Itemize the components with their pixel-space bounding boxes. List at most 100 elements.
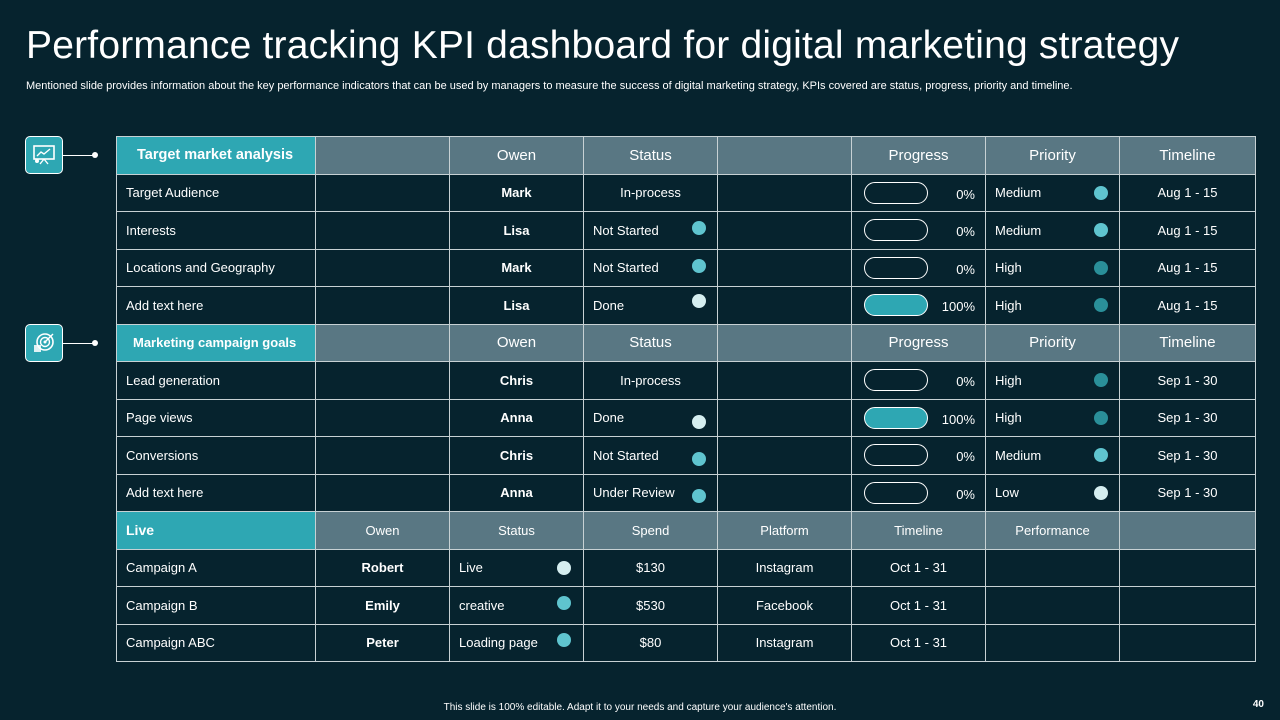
table-row: Lead generation Chris In-process 0% High… <box>116 361 1256 400</box>
table-row: Conversions Chris Not Started 0% Medium … <box>116 436 1256 475</box>
platform-text: Instagram <box>717 548 852 587</box>
status-cell: Not Started <box>583 211 718 250</box>
empty-cell <box>717 436 852 475</box>
section-title: Target market analysis <box>116 136 316 175</box>
owner-name: Anna <box>449 398 584 437</box>
timeline-text: Sep 1 - 30 <box>1119 436 1256 475</box>
task-name: Locations and Geography <box>116 248 316 287</box>
empty-cell <box>1119 623 1256 662</box>
connector-dot <box>92 340 98 346</box>
task-name: Target Audience <box>116 173 316 212</box>
platform-text: Facebook <box>717 586 852 625</box>
priority-cell: High <box>985 361 1120 400</box>
status-indicator-icon <box>692 258 706 273</box>
section-header-live: Live Owen Status Spend Platform Timeline… <box>116 511 1256 550</box>
table-row: Add text here Anna Under Review 0% Low S… <box>116 473 1256 512</box>
owner-name: Peter <box>315 623 450 662</box>
progress-percent: 0% <box>956 224 975 239</box>
progress-percent: 0% <box>956 186 975 202</box>
task-name: Add text here <box>116 473 316 512</box>
empty-cell <box>315 473 450 512</box>
empty-cell <box>315 436 450 475</box>
owner-name: Mark <box>449 173 584 212</box>
status-text: creative <box>459 597 505 613</box>
campaign-name: Campaign A <box>116 548 316 587</box>
status-text: In-process <box>583 361 718 400</box>
section-header-campaign-goals: Marketing campaign goals Owen Status Pro… <box>116 323 1256 362</box>
empty-cell <box>1119 586 1256 625</box>
header-cell-empty <box>315 136 450 175</box>
header-timeline: Timeline <box>1119 136 1256 175</box>
timeline-text: Sep 1 - 30 <box>1119 398 1256 437</box>
table-row: Campaign B Emily creative $530 Facebook … <box>116 586 1256 625</box>
status-indicator-icon <box>557 596 571 610</box>
connector-line <box>63 343 95 344</box>
platform-text: Instagram <box>717 623 852 662</box>
table-row: Page views Anna Done 100% High Sep 1 - 3… <box>116 398 1256 437</box>
status-cell: Not Started <box>583 436 718 475</box>
priority-text: High <box>995 297 1022 313</box>
progress-percent: 0% <box>956 261 975 277</box>
progress-cell: 0% <box>851 173 986 212</box>
progress-percent: 0% <box>956 486 975 502</box>
spend-text: $130 <box>583 548 718 587</box>
progress-percent: 0% <box>956 374 975 389</box>
priority-cell: Medium <box>985 436 1120 475</box>
section-title: Marketing campaign goals <box>116 323 316 362</box>
task-name: Page views <box>116 398 316 437</box>
header-progress: Progress <box>851 136 986 175</box>
footer-note: This slide is 100% editable. Adapt it to… <box>443 702 837 713</box>
owner-name: Anna <box>449 473 584 512</box>
empty-cell <box>315 211 450 250</box>
task-name: Add text here <box>116 286 316 325</box>
progress-cell: 0% <box>851 473 986 512</box>
owner-name: Lisa <box>449 286 584 325</box>
header-cell-empty <box>1119 511 1256 550</box>
header-cell-empty <box>717 136 852 175</box>
status-indicator-icon <box>692 414 706 429</box>
status-text: Done <box>593 297 625 313</box>
priority-cell: High <box>985 286 1120 325</box>
progress-percent: 100% <box>941 411 975 427</box>
performance-cell <box>985 586 1120 625</box>
presentation-chart-icon <box>25 136 63 174</box>
table-row: Interests Lisa Not Started 0% Medium Aug… <box>116 211 1256 250</box>
progress-cell: 100% <box>851 286 986 325</box>
connector-dot <box>92 152 98 158</box>
timeline-text: Oct 1 - 31 <box>851 548 986 587</box>
empty-cell <box>315 286 450 325</box>
priority-indicator-icon <box>1094 260 1108 275</box>
owner-name: Chris <box>449 436 584 475</box>
owner-name: Lisa <box>449 211 584 250</box>
header-status: Status <box>583 136 718 175</box>
empty-cell <box>717 473 852 512</box>
page-number: 40 <box>1252 699 1264 710</box>
status-indicator-icon <box>557 632 571 647</box>
campaign-name: Campaign ABC <box>116 623 316 662</box>
progress-cell: 0% <box>851 248 986 287</box>
timeline-text: Aug 1 - 15 <box>1119 173 1256 212</box>
progress-percent: 0% <box>956 449 975 464</box>
header-cell-empty <box>717 323 852 362</box>
empty-cell <box>717 361 852 400</box>
target-goal-icon <box>25 324 63 362</box>
header-status: Status <box>449 511 584 550</box>
task-name: Interests <box>116 211 316 250</box>
priority-text: High <box>995 372 1022 388</box>
priority-text: High <box>995 410 1022 426</box>
progress-bar <box>864 406 928 429</box>
task-name: Lead generation <box>116 361 316 400</box>
progress-bar <box>864 219 928 241</box>
spend-text: $530 <box>583 586 718 625</box>
header-timeline: Timeline <box>1119 323 1256 362</box>
timeline-text: Oct 1 - 31 <box>851 586 986 625</box>
status-text: Under Review <box>593 485 675 501</box>
priority-indicator-icon <box>1094 298 1108 312</box>
priority-cell: High <box>985 398 1120 437</box>
status-text: Not Started <box>593 260 659 276</box>
header-owner: Owen <box>449 136 584 175</box>
priority-indicator-icon <box>1094 185 1108 200</box>
priority-text: Medium <box>995 222 1042 238</box>
progress-bar <box>864 294 928 316</box>
status-indicator-icon <box>557 560 571 575</box>
